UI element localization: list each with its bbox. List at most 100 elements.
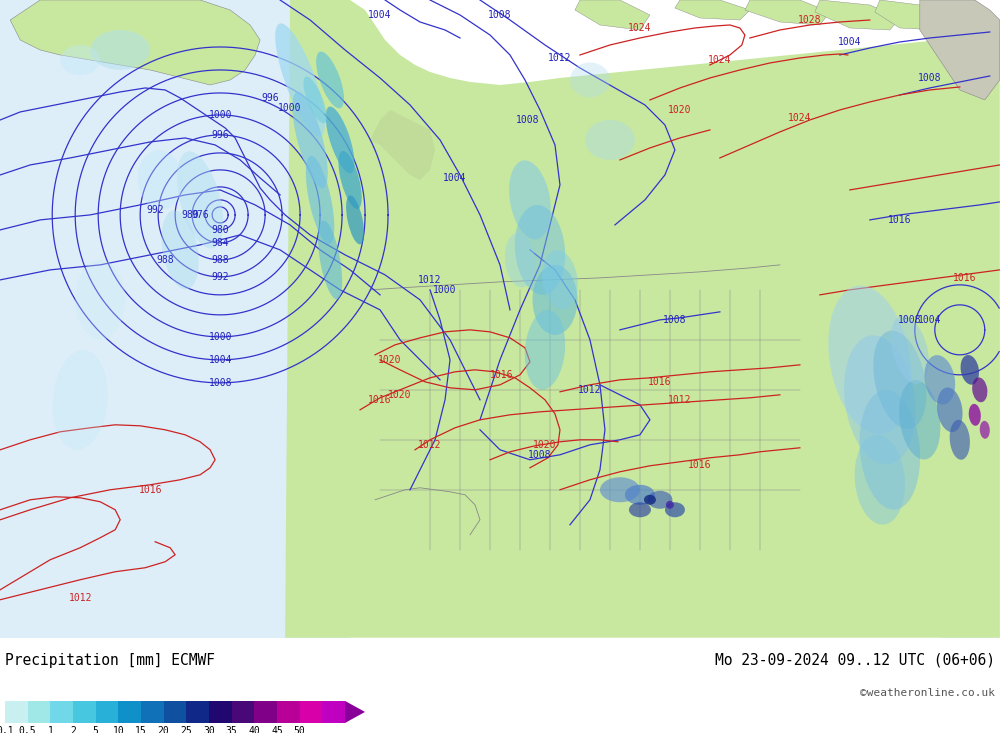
Polygon shape xyxy=(875,0,950,30)
Text: 988: 988 xyxy=(211,255,229,265)
Text: 25: 25 xyxy=(180,726,192,733)
Text: 1004: 1004 xyxy=(838,37,862,47)
Ellipse shape xyxy=(532,265,577,335)
Ellipse shape xyxy=(859,390,920,509)
Text: 1: 1 xyxy=(47,726,53,733)
Ellipse shape xyxy=(665,502,685,517)
Bar xyxy=(209,701,232,723)
Ellipse shape xyxy=(585,120,635,160)
Text: 1020: 1020 xyxy=(533,440,557,450)
Text: 1016: 1016 xyxy=(888,215,912,225)
Bar xyxy=(141,701,164,723)
Polygon shape xyxy=(575,0,650,30)
Ellipse shape xyxy=(316,51,344,108)
Ellipse shape xyxy=(306,156,334,244)
Text: 35: 35 xyxy=(226,726,238,733)
Ellipse shape xyxy=(961,355,979,385)
Text: 45: 45 xyxy=(271,726,283,733)
Text: 996: 996 xyxy=(261,93,279,103)
Bar xyxy=(73,701,96,723)
Text: 1000: 1000 xyxy=(208,110,232,120)
Ellipse shape xyxy=(292,92,328,188)
Text: Mo 23-09-2024 09..12 UTC (06+06): Mo 23-09-2024 09..12 UTC (06+06) xyxy=(715,653,995,668)
Ellipse shape xyxy=(515,205,565,295)
Ellipse shape xyxy=(666,501,674,509)
Text: 1020: 1020 xyxy=(668,105,692,115)
Text: 1016: 1016 xyxy=(368,395,392,405)
Text: 1012: 1012 xyxy=(548,53,572,63)
Text: 980: 980 xyxy=(181,210,199,220)
Text: 1024: 1024 xyxy=(628,23,652,33)
Text: 1008: 1008 xyxy=(516,115,540,125)
Ellipse shape xyxy=(90,30,150,70)
Ellipse shape xyxy=(969,404,981,426)
Ellipse shape xyxy=(828,286,911,434)
Ellipse shape xyxy=(644,495,656,505)
Ellipse shape xyxy=(505,232,535,287)
Text: 1020: 1020 xyxy=(378,355,402,365)
Ellipse shape xyxy=(338,151,362,209)
Polygon shape xyxy=(10,0,260,85)
Ellipse shape xyxy=(891,316,929,384)
Text: 1016: 1016 xyxy=(490,370,514,380)
Ellipse shape xyxy=(899,380,940,460)
Text: Precipitation [mm] ECMWF: Precipitation [mm] ECMWF xyxy=(5,653,215,668)
Polygon shape xyxy=(345,701,365,723)
Text: 1012: 1012 xyxy=(418,440,442,450)
Text: 1004: 1004 xyxy=(368,10,392,20)
Bar xyxy=(277,701,300,723)
Text: 992: 992 xyxy=(146,205,164,215)
Text: 50: 50 xyxy=(294,726,306,733)
Ellipse shape xyxy=(980,421,990,439)
Bar xyxy=(322,701,345,723)
Text: 1012: 1012 xyxy=(418,275,442,285)
Text: 40: 40 xyxy=(248,726,260,733)
Bar xyxy=(96,701,118,723)
Text: 1008: 1008 xyxy=(528,450,552,460)
Bar xyxy=(164,701,186,723)
Polygon shape xyxy=(815,0,900,30)
Text: 1012: 1012 xyxy=(578,385,602,395)
Text: 10: 10 xyxy=(112,726,124,733)
Ellipse shape xyxy=(924,355,955,405)
Text: 1000: 1000 xyxy=(208,332,232,342)
Bar xyxy=(232,701,254,723)
Ellipse shape xyxy=(162,210,199,290)
Text: 1008: 1008 xyxy=(663,315,687,325)
Ellipse shape xyxy=(52,350,108,449)
Text: 992: 992 xyxy=(211,272,229,282)
Text: 1016: 1016 xyxy=(953,273,977,283)
Text: 5: 5 xyxy=(93,726,99,733)
Ellipse shape xyxy=(570,62,610,97)
Text: 20: 20 xyxy=(158,726,170,733)
Ellipse shape xyxy=(629,502,651,517)
Text: 1000: 1000 xyxy=(433,285,457,295)
Ellipse shape xyxy=(972,377,987,402)
Bar xyxy=(118,701,141,723)
Ellipse shape xyxy=(600,477,640,502)
Text: 984: 984 xyxy=(211,238,229,248)
Ellipse shape xyxy=(138,150,183,210)
Ellipse shape xyxy=(950,420,970,460)
Text: 1004: 1004 xyxy=(443,173,467,183)
Text: 1024: 1024 xyxy=(708,55,732,65)
Text: 1012: 1012 xyxy=(68,593,92,603)
Polygon shape xyxy=(675,0,750,20)
Ellipse shape xyxy=(873,331,926,429)
Text: 1000: 1000 xyxy=(278,103,302,113)
Ellipse shape xyxy=(177,151,223,248)
Text: 1008: 1008 xyxy=(208,377,232,388)
Text: 1008: 1008 xyxy=(488,10,512,20)
Bar xyxy=(254,701,277,723)
Ellipse shape xyxy=(844,335,916,464)
Text: 996: 996 xyxy=(211,130,229,140)
Text: 988: 988 xyxy=(156,255,174,265)
Text: 0.1: 0.1 xyxy=(0,726,14,733)
Bar xyxy=(28,701,50,723)
Text: 1024: 1024 xyxy=(788,113,812,123)
Text: ©weatheronline.co.uk: ©weatheronline.co.uk xyxy=(860,688,995,698)
Ellipse shape xyxy=(647,491,672,509)
Ellipse shape xyxy=(855,435,905,525)
Bar xyxy=(940,300,1000,638)
Bar xyxy=(300,701,322,723)
